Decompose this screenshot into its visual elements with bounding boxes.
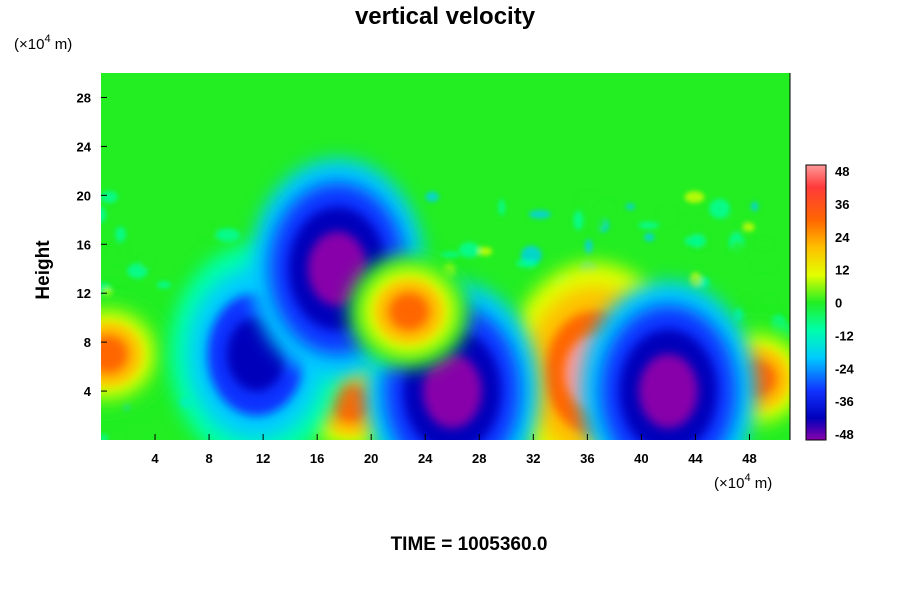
heatmap-texture-cell <box>743 222 755 232</box>
heatmap-cell <box>581 280 756 440</box>
heatmap-texture-cell <box>682 215 699 225</box>
chart-title: vertical velocity <box>355 3 536 30</box>
y-axis-unit: (×104 m) <box>14 33 72 53</box>
colorbar <box>805 164 827 441</box>
colorbar-tick-label: 12 <box>835 263 849 278</box>
time-label: TIME = 1005360.0 <box>391 534 548 555</box>
heatmap-contour <box>330 384 372 423</box>
heatmap-texture-cell <box>581 257 589 264</box>
x-tick-label: 20 <box>364 451 378 466</box>
y-tick-label: 24 <box>77 139 92 154</box>
heatmap-texture-cell <box>216 228 240 242</box>
heatmap-texture-cell <box>730 240 745 259</box>
y-tick-label: 20 <box>77 188 91 203</box>
heatmap-texture-cell <box>425 191 439 203</box>
x-tick-label: 28 <box>472 451 486 466</box>
y-tick-label: 4 <box>84 384 92 399</box>
heatmap-texture-cell <box>156 281 172 289</box>
heatmap-texture-cell <box>498 199 505 216</box>
heatmap-field <box>101 73 790 440</box>
x-tick-label: 12 <box>256 451 270 466</box>
heatmap-texture-cell <box>459 242 480 258</box>
x-tick-label: 36 <box>580 451 594 466</box>
x-tick-label: 44 <box>688 451 703 466</box>
heatmap-texture-cell <box>725 214 748 233</box>
heatmap-cell <box>101 297 169 412</box>
heatmap-texture-cell <box>528 210 551 219</box>
y-tick-label: 16 <box>77 237 91 252</box>
heatmap-texture-cell <box>750 201 759 212</box>
heatmap-texture-cell <box>523 276 534 296</box>
heatmap-texture-cell <box>689 272 702 289</box>
heatmap-contour <box>422 353 482 429</box>
heatmap-texture-cell <box>587 213 607 232</box>
heatmap-texture-cell <box>477 246 493 256</box>
y-tick-label: 12 <box>77 286 91 301</box>
x-tick-label: 4 <box>151 451 159 466</box>
y-axis: 4 8 12 16 20 24 28 <box>77 90 107 399</box>
colorbar-tick-label: -24 <box>835 361 855 376</box>
heatmap-contour <box>101 335 129 374</box>
heatmap-texture-cell <box>101 190 118 203</box>
heatmap-texture-cell <box>684 191 705 204</box>
heatmap-texture-cell <box>516 259 539 268</box>
colorbar-tick-label: -48 <box>835 427 854 442</box>
x-axis-unit: (×104 m) <box>714 472 772 492</box>
heatmap-texture-cell <box>742 295 753 305</box>
x-tick-label: 32 <box>526 451 540 466</box>
heatmap-texture-cell <box>733 308 744 323</box>
heatmap-texture-cell <box>755 238 773 250</box>
heatmap-texture-cell <box>187 262 195 281</box>
heatmap-texture-cell <box>101 206 106 223</box>
colorbar-tick-label: 48 <box>835 164 849 179</box>
heatmap-texture-cell <box>658 206 678 226</box>
heatmap-texture-cell <box>625 203 636 210</box>
heatmap-texture-cell <box>573 210 584 230</box>
y-tick-label: 8 <box>84 335 91 350</box>
heatmap-texture-cell <box>584 239 593 254</box>
x-tick-label: 40 <box>634 451 648 466</box>
heatmap-texture-cell <box>115 226 126 242</box>
x-tick-label: 8 <box>205 451 212 466</box>
colorbar-tick-label: -36 <box>835 394 854 409</box>
heatmap-texture-cell <box>101 433 108 440</box>
heatmap-texture-cell <box>689 234 706 248</box>
heatmap-texture-cell <box>753 261 775 271</box>
heatmap-texture-cell <box>139 255 153 270</box>
heatmap-contour <box>638 353 698 429</box>
heatmap-texture-cell <box>440 251 460 258</box>
heatmap-texture-cell <box>108 244 128 263</box>
colorbar-tick-label: 24 <box>835 230 850 245</box>
x-tick-label: 48 <box>742 451 756 466</box>
y-tick-label: 28 <box>77 90 91 105</box>
colorbar-tick-label: 0 <box>835 296 842 311</box>
heatmap-texture-cell <box>604 201 615 211</box>
heatmap-contour <box>307 231 367 306</box>
heatmap-texture-cell <box>638 221 659 229</box>
colorbar-ticks: 48 36 24 12 0 -12 -24 -36 -48 <box>835 164 855 442</box>
heatmap-texture-cell <box>644 232 655 242</box>
heatmap-cell <box>348 254 470 369</box>
x-tick-label: 16 <box>310 451 324 466</box>
x-axis: 4 8 12 16 20 24 28 32 36 40 44 48 <box>151 434 757 466</box>
heatmap-texture-cell <box>763 297 774 307</box>
heatmap-features <box>101 158 790 440</box>
colorbar-tick-label: 36 <box>835 197 849 212</box>
heatmap-contour <box>388 292 430 331</box>
x-tick-label: 24 <box>418 451 433 466</box>
colorbar-tick-label: -12 <box>835 328 854 343</box>
heatmap-texture-cell <box>709 198 731 219</box>
heatmap-texture-cell <box>578 193 597 207</box>
y-axis-label: Height <box>33 240 54 300</box>
heatmap-texture-cell <box>126 436 148 440</box>
